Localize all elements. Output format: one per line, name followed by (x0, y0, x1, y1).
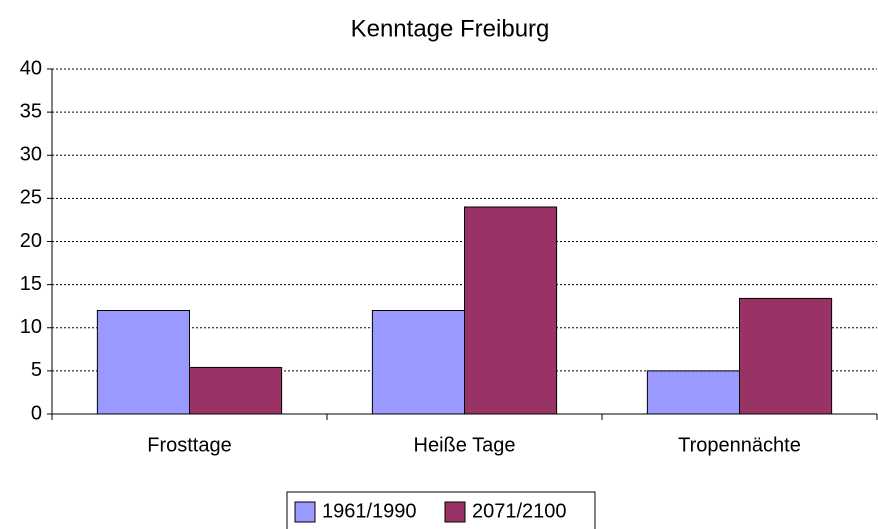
y-tick-label: 20 (20, 230, 42, 252)
bar (189, 366, 283, 415)
y-tick-label: 5 (31, 359, 42, 381)
legend-swatch (444, 501, 466, 523)
x-tick-label: Tropennächte (678, 434, 801, 456)
bar (464, 206, 558, 415)
y-tick-label: 35 (20, 100, 42, 122)
chart-title: Kenntage Freiburg (351, 15, 550, 42)
y-tick-label: 15 (20, 273, 42, 295)
y-tick-label: 25 (20, 187, 42, 209)
bar (646, 370, 740, 415)
legend-label: 1961/1990 (322, 500, 417, 522)
y-tick-label: 30 (20, 144, 42, 166)
x-tick-label: Heiße Tage (414, 434, 516, 456)
y-tick-label: 40 (20, 57, 42, 79)
bar (96, 310, 190, 415)
y-tick-label: 10 (20, 316, 42, 338)
legend-label: 2071/2100 (472, 500, 567, 522)
legend-box (286, 491, 596, 529)
legend-swatch (294, 501, 316, 523)
bar (739, 297, 833, 415)
x-tick-label: Frosttage (147, 434, 231, 456)
y-tick-label: 0 (31, 402, 42, 424)
bar (371, 310, 465, 415)
